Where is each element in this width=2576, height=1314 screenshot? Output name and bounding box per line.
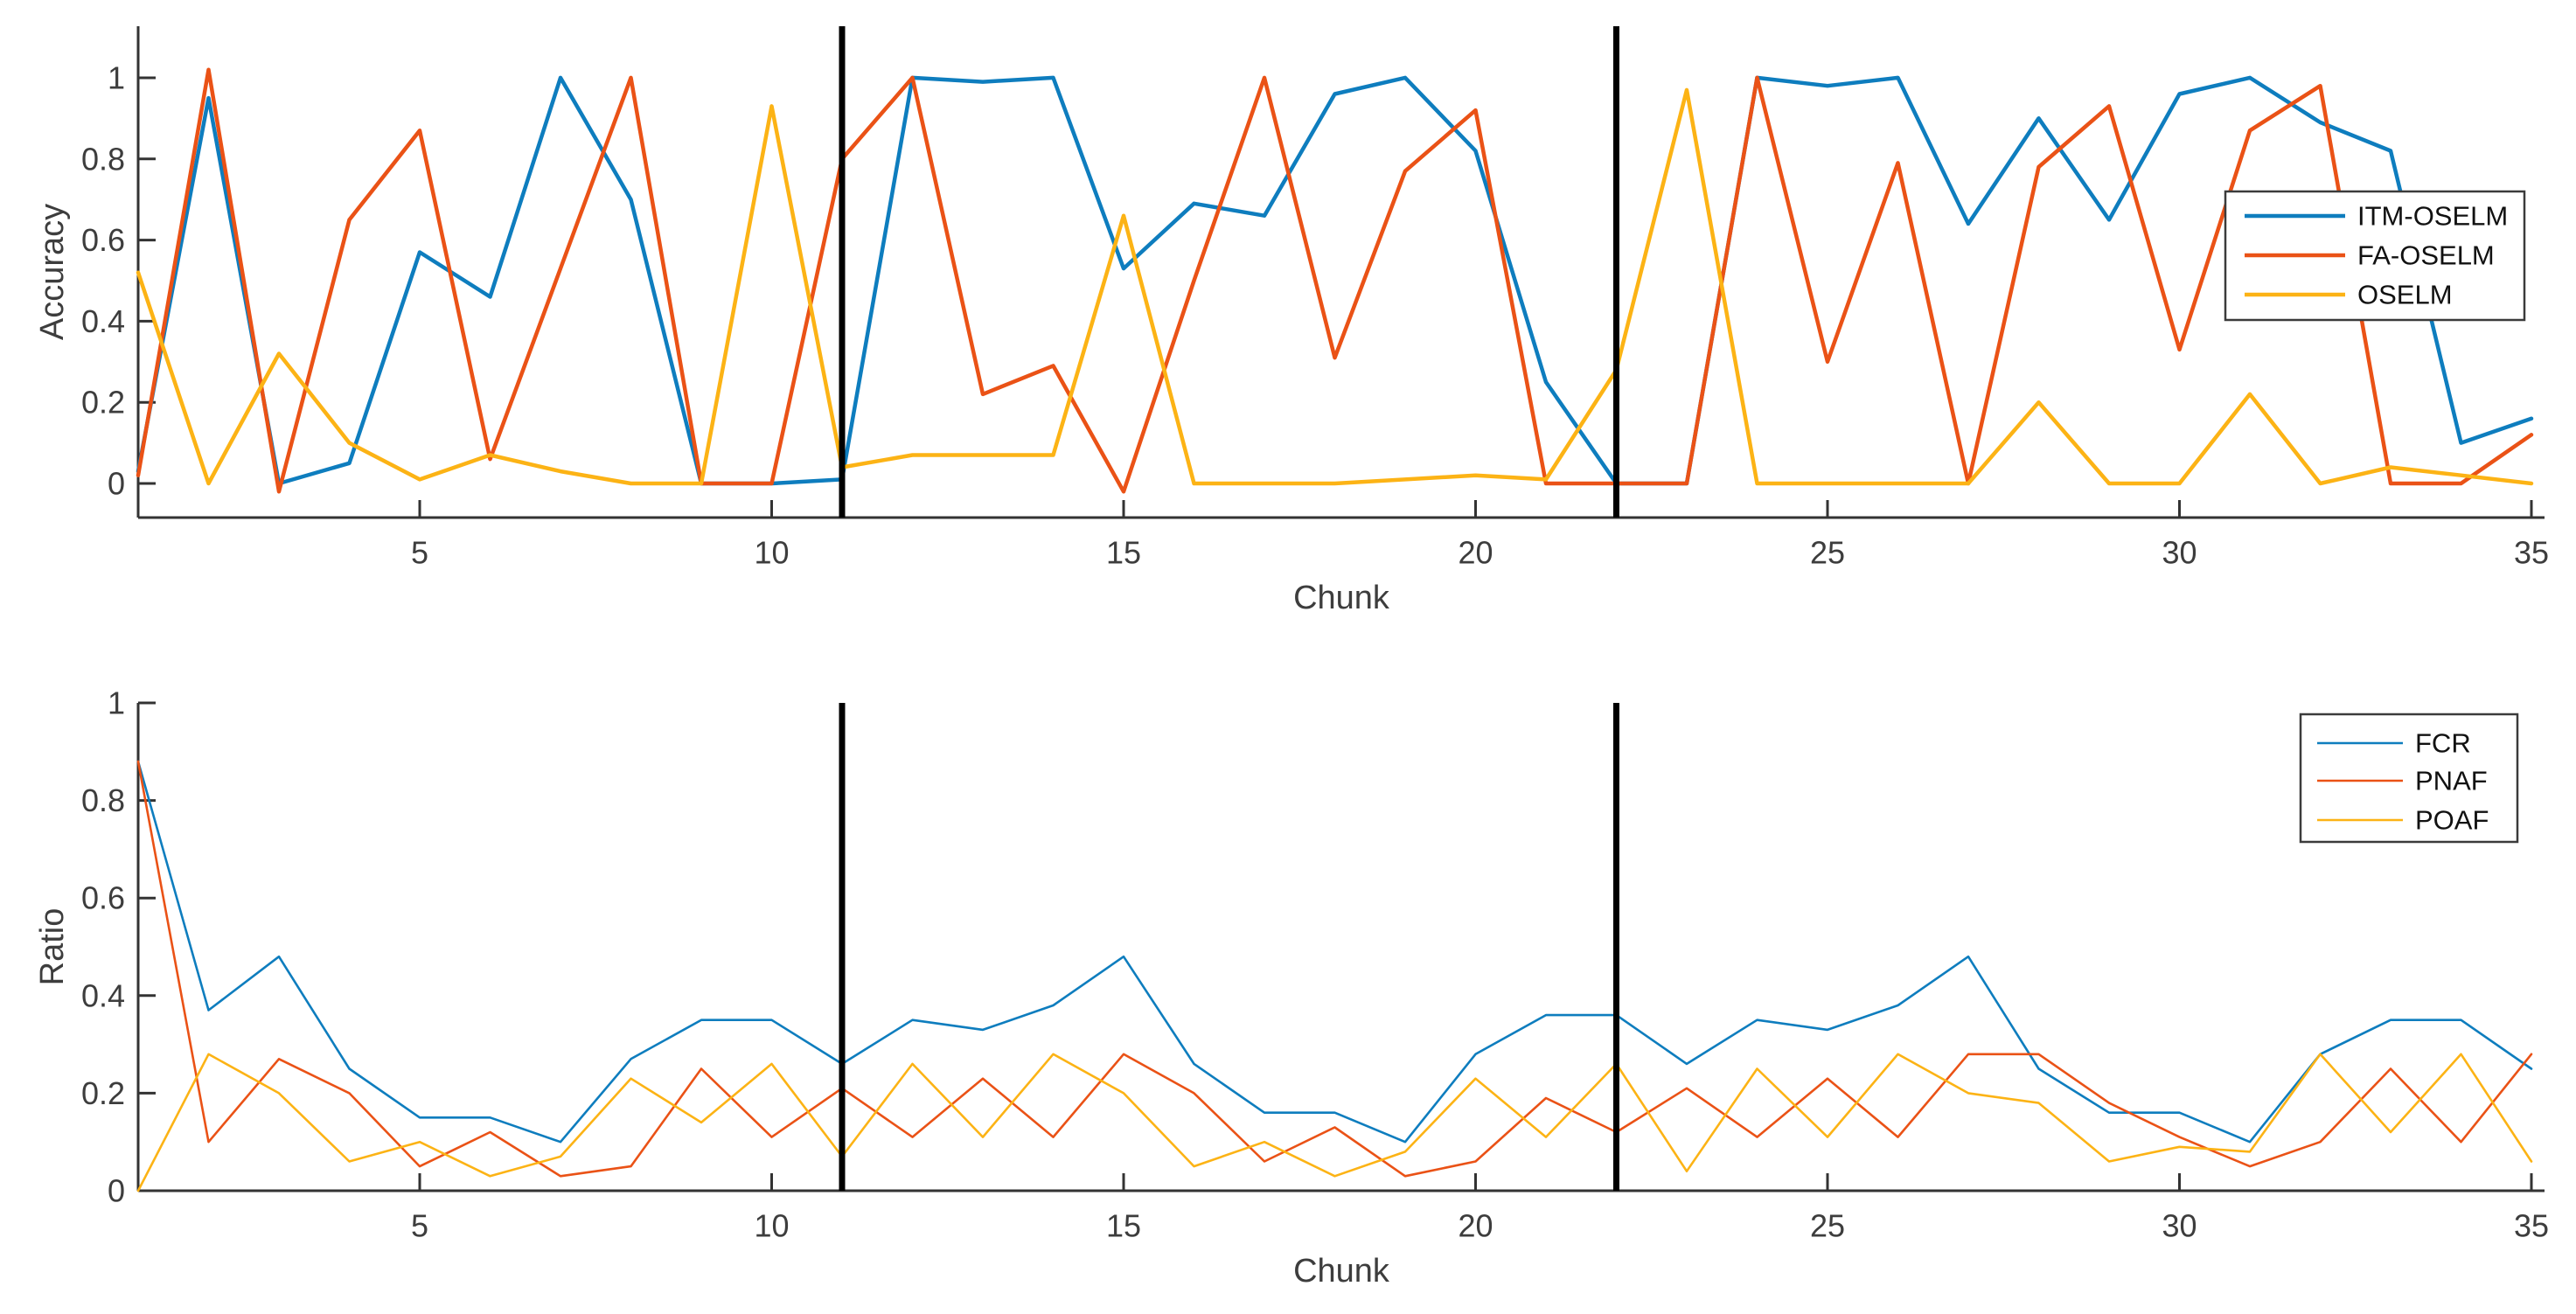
x-tick-label: 30 bbox=[2162, 1208, 2197, 1244]
y-tick-label: 1 bbox=[108, 685, 125, 721]
x-tick-label: 15 bbox=[1106, 535, 1141, 571]
legend-label-oselm: OSELM bbox=[2357, 280, 2453, 310]
y-tick-label: 0.6 bbox=[81, 222, 125, 258]
x-axis-label: Chunk bbox=[1293, 1253, 1390, 1290]
x-tick-label: 5 bbox=[411, 1208, 428, 1244]
x-tick-label: 25 bbox=[1810, 535, 1845, 571]
series-line-oselm bbox=[136, 87, 2534, 486]
x-tick-label: 10 bbox=[754, 1208, 789, 1244]
x-tick-label: 15 bbox=[1106, 1208, 1141, 1244]
series-line-itm-oselm bbox=[136, 75, 2534, 486]
y-tick-label: 0.4 bbox=[81, 303, 125, 339]
y-tick-label: 0 bbox=[108, 466, 125, 502]
x-tick-label: 10 bbox=[754, 535, 789, 571]
y-tick-label: 0.4 bbox=[81, 977, 125, 1013]
y-tick-label: 0.6 bbox=[81, 880, 125, 916]
x-tick-label: 5 bbox=[411, 535, 428, 571]
legend-label-fcr: FCR bbox=[2415, 728, 2471, 759]
series-line-fcr bbox=[136, 760, 2533, 1144]
legend-label-fa-oselm: FA-OSELM bbox=[2357, 240, 2495, 271]
series-line-poaf bbox=[136, 1053, 2533, 1192]
y-tick-label: 0.2 bbox=[81, 1075, 125, 1111]
x-tick-label: 20 bbox=[1458, 1208, 1493, 1244]
y-tick-label: 0.8 bbox=[81, 141, 125, 177]
series-line-fa-oselm bbox=[136, 67, 2534, 494]
series-line-pnaf bbox=[136, 760, 2533, 1178]
legend-label-pnaf: PNAF bbox=[2415, 766, 2488, 796]
legend-label-itm-oselm: ITM-OSELM bbox=[2357, 201, 2508, 232]
x-tick-label: 35 bbox=[2514, 1208, 2549, 1244]
x-tick-label: 30 bbox=[2162, 535, 2197, 571]
x-tick-label: 35 bbox=[2514, 535, 2549, 571]
y-tick-label: 1 bbox=[108, 59, 125, 95]
y-tick-label: 0.8 bbox=[81, 782, 125, 818]
x-axis-label: Chunk bbox=[1293, 580, 1390, 616]
y-axis-label: Accuracy bbox=[34, 204, 71, 340]
x-tick-label: 20 bbox=[1458, 535, 1493, 571]
legend-label-poaf: POAF bbox=[2415, 805, 2489, 836]
x-tick-label: 25 bbox=[1810, 1208, 1845, 1244]
y-tick-label: 0.2 bbox=[81, 385, 125, 421]
y-axis-label: Ratio bbox=[34, 908, 71, 986]
y-tick-label: 0 bbox=[108, 1173, 125, 1209]
